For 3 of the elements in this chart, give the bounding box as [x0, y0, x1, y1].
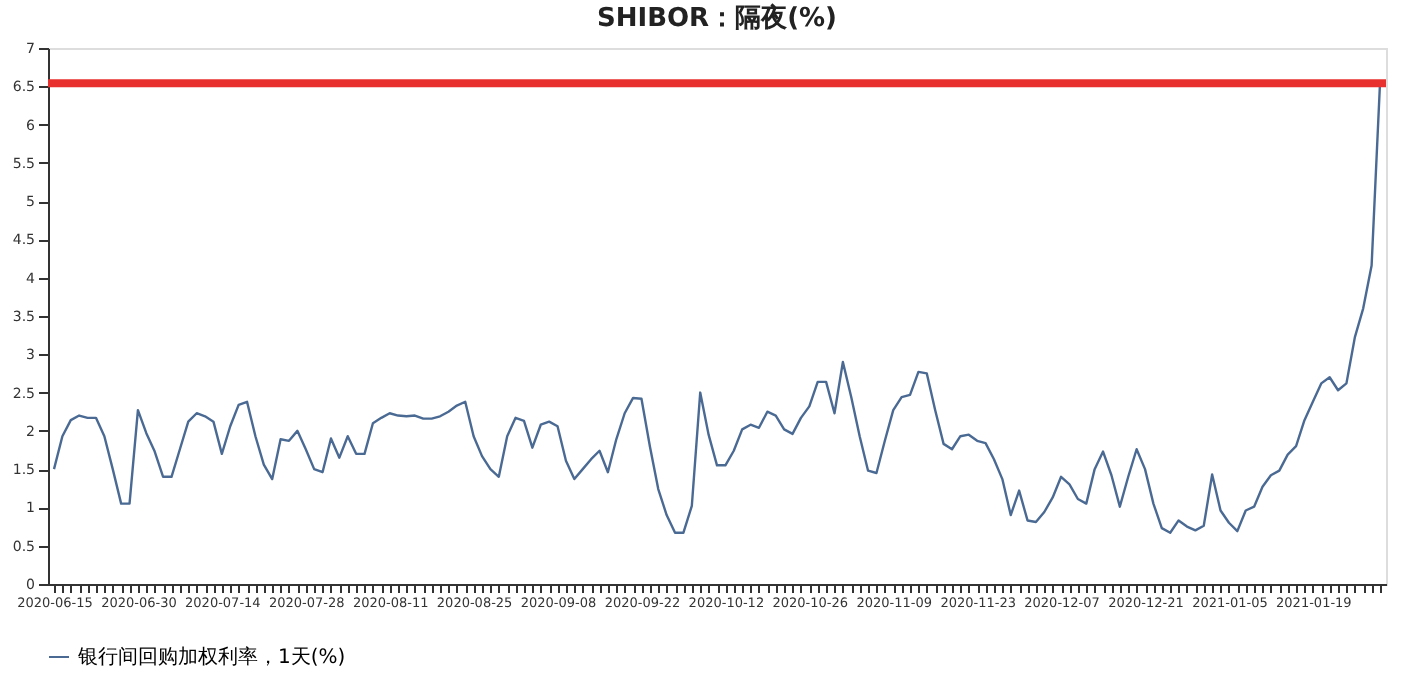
legend-label: 银行间回购加权利率，1天(%) [76, 645, 346, 669]
chart-title: SHIBOR：隔夜(%) [597, 2, 837, 34]
line-series [52, 82, 1382, 534]
